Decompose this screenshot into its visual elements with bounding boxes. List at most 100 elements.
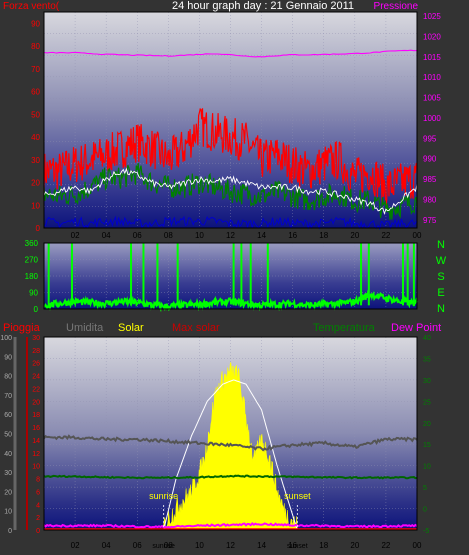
- p1-x-tick-5: 12: [226, 231, 235, 240]
- p3-rain-tick-2: 4: [36, 502, 40, 509]
- p1-x-tick-3: 08: [164, 231, 173, 240]
- p3-temp-tick-4: 15: [423, 442, 431, 449]
- p1-x-tick-8: 18: [319, 231, 328, 240]
- p3-x-tick-6: 14: [257, 541, 266, 550]
- p3-x-tick-2: 06: [133, 541, 142, 550]
- p2-yl-tick-1: 90: [29, 289, 38, 298]
- header-pressure-label: Pressione: [374, 1, 419, 12]
- p1-yr-tick-6: 1005: [423, 94, 441, 103]
- p1-yr-tick-2: 985: [423, 175, 437, 184]
- p3-humidity-tick-3: 30: [4, 470, 12, 477]
- pressure-line: [43, 49, 418, 58]
- wind-direction-line: [43, 289, 418, 313]
- p2-yl-tick-2: 180: [25, 272, 39, 281]
- pressure-trend-line: [43, 167, 418, 215]
- panel-wind-pressure-left-axis: 0 10 20 30 40 50 60 70 80 90: [31, 19, 40, 233]
- p3-humidity-tick-7: 70: [4, 393, 12, 400]
- p3-rain-tick-14: 28: [32, 348, 40, 355]
- p3-x-tick-8: 18: [319, 541, 328, 550]
- legend-solar: Solar: [118, 322, 144, 334]
- p3-x-tick-1: 04: [102, 541, 111, 550]
- p3-rain-tick-3: 6: [36, 489, 40, 496]
- p1-x-tick-2: 06: [133, 231, 142, 240]
- p3-rain-tick-4: 8: [36, 477, 40, 484]
- p3-temp-tick-6: 25: [423, 399, 431, 406]
- p3-humidity-tick-9: 90: [4, 354, 12, 361]
- compass-label-4: N: [437, 303, 445, 315]
- max-solar-line: [163, 379, 298, 531]
- p1-yl-tick-3: 30: [31, 156, 40, 165]
- panel-wind-pressure-right-axis: 975 980 985 990 995 1000 1005 1010 1015 1020 1025: [423, 12, 441, 225]
- p1-yl-tick-5: 50: [31, 110, 40, 119]
- p3-temp-tick-0: -5: [423, 528, 429, 535]
- p1-yr-tick-9: 1020: [423, 33, 441, 42]
- p2-yl-tick-3: 270: [25, 256, 39, 265]
- header-title: 24 hour graph day : 21 Gennaio 2011: [172, 0, 354, 12]
- p3-x-tick-5: 12: [226, 541, 235, 550]
- p3-rain-tick-1: 2: [36, 515, 40, 522]
- wind-base-line: [43, 215, 418, 231]
- panel-temp-solar-right-axis: -5 0 5 10 15 20 25 30 35 40: [423, 335, 431, 535]
- solar-area: [163, 361, 298, 531]
- p1-x-tick-7: 16: [288, 231, 297, 240]
- p1-yl-tick-1: 10: [31, 201, 40, 210]
- panel-wind-direction-series: [43, 243, 418, 313]
- compass-label-0: N: [437, 239, 445, 251]
- legend-max-solar: Max solar: [172, 322, 220, 334]
- p3-x-tick-10: 22: [381, 541, 390, 550]
- p3-humidity-tick-4: 40: [4, 451, 12, 458]
- p3-rain-tick-6: 12: [32, 451, 40, 458]
- legend-umidita: Umidita: [66, 322, 104, 334]
- p3-rain-tick-15: 30: [32, 335, 40, 342]
- sunset-label: sunset: [284, 491, 311, 501]
- wind-gust-line: [43, 107, 418, 207]
- p3-humidity-tick-10: 100: [0, 335, 12, 342]
- p1-x-tick-10: 22: [381, 231, 390, 240]
- p2-yl-tick-4: 360: [25, 239, 39, 248]
- p3-temp-tick-3: 10: [423, 464, 431, 471]
- p1-yr-tick-8: 1015: [423, 53, 441, 62]
- panel-temp-solar-left-axis: 0102030405060708090100024681012141618202…: [0, 335, 40, 535]
- panel-wind-direction-left-axis: 0 90 180 270 360: [25, 239, 39, 314]
- p1-yl-tick-4: 40: [31, 133, 40, 142]
- panel-temp-solar-series: [43, 361, 418, 531]
- humidity-line: [43, 434, 418, 452]
- p1-x-tick-1: 04: [102, 231, 111, 240]
- p3-humidity-tick-6: 60: [4, 412, 12, 419]
- compass-label-1: W: [436, 255, 447, 267]
- p1-yr-tick-0: 975: [423, 216, 437, 225]
- p3-x-tick-11: 00: [413, 541, 422, 550]
- p3-humidity-tick-5: 50: [4, 432, 12, 439]
- p3-humidity-tick-0: 0: [8, 528, 12, 535]
- sunrise-label: sunrise: [149, 491, 178, 501]
- p3-rain-tick-13: 26: [32, 361, 40, 368]
- p1-yl-tick-6: 60: [31, 88, 40, 97]
- p3-rain-tick-11: 22: [32, 387, 40, 394]
- p3-humidity-tick-2: 20: [4, 489, 12, 496]
- p1-yr-tick-7: 1010: [423, 73, 441, 82]
- p1-yr-tick-1: 980: [423, 196, 437, 205]
- p1-yr-tick-4: 995: [423, 134, 437, 143]
- p3-humidity-tick-1: 10: [4, 509, 12, 516]
- p3-rain-tick-10: 20: [32, 399, 40, 406]
- legend-temperatura: Temperatura: [313, 322, 376, 334]
- p1-yr-tick-3: 990: [423, 155, 437, 164]
- p3-rain-tick-5: 10: [32, 464, 40, 471]
- panel-temp-solar-annotations: sunrise sunset sunrise sunset: [149, 491, 311, 550]
- p3-rain-tick-8: 16: [32, 425, 40, 432]
- p3-x-tick-4: 10: [195, 541, 204, 550]
- p3-temp-tick-5: 20: [423, 421, 431, 428]
- p3-temp-tick-2: 5: [423, 485, 427, 492]
- panel-temp-solar-time-axis: 02 04 06 08 10 12 14 16 18 20 22 00: [71, 541, 422, 550]
- p1-yl-tick-8: 80: [31, 42, 40, 51]
- p3-temp-tick-1: 0: [423, 507, 427, 514]
- p1-yl-tick-2: 20: [31, 179, 40, 188]
- p3-rain-tick-7: 14: [32, 438, 40, 445]
- compass-label-3: E: [437, 287, 444, 299]
- legend: Pioggia Umidita Solar Max solar Temperat…: [3, 322, 441, 334]
